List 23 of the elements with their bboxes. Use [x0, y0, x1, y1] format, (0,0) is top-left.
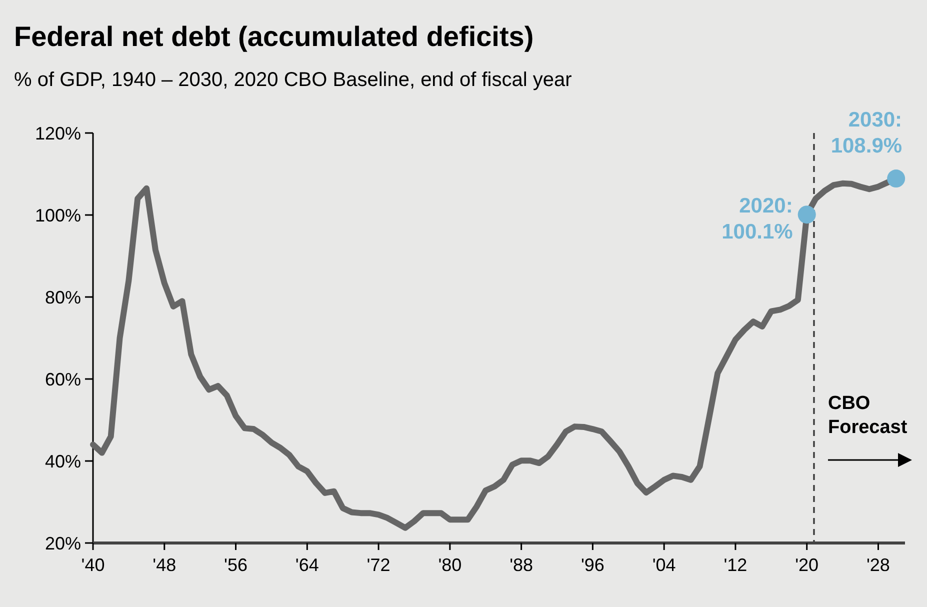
y-tick-label: 80% [44, 287, 81, 308]
x-tick-label: '20 [795, 555, 819, 575]
x-tick-label: '72 [366, 555, 390, 575]
y-tick-label: 20% [44, 533, 81, 554]
y-tick-label: 60% [44, 369, 81, 390]
x-tick-label: '56 [224, 555, 248, 575]
x-tick-label: '88 [510, 555, 534, 575]
chart-title: Federal net debt (accumulated deficits) [14, 21, 534, 52]
annotation: 2020: 100.1% [722, 194, 794, 244]
y-tick-label: 100% [34, 205, 81, 226]
x-tick-label: '64 [295, 555, 319, 575]
x-tick-label: '96 [580, 555, 604, 575]
x-tick-label: '12 [724, 555, 748, 575]
x-tick-label: '04 [652, 555, 676, 575]
chart-subtitle: % of GDP, 1940 – 2030, 2020 CBO Baseline, end of fiscal year [14, 69, 572, 91]
annotation: CBO Forecast [828, 393, 908, 438]
x-tick-label: '80 [438, 555, 462, 575]
x-tick-label: '40 [81, 555, 105, 575]
x-tick-label: '48 [152, 555, 176, 575]
y-tick-label: 120% [34, 123, 81, 144]
y-tick-label: 40% [44, 451, 81, 472]
annotation: 2030: 108.9% [830, 108, 902, 158]
x-tick-label: '28 [866, 555, 890, 575]
